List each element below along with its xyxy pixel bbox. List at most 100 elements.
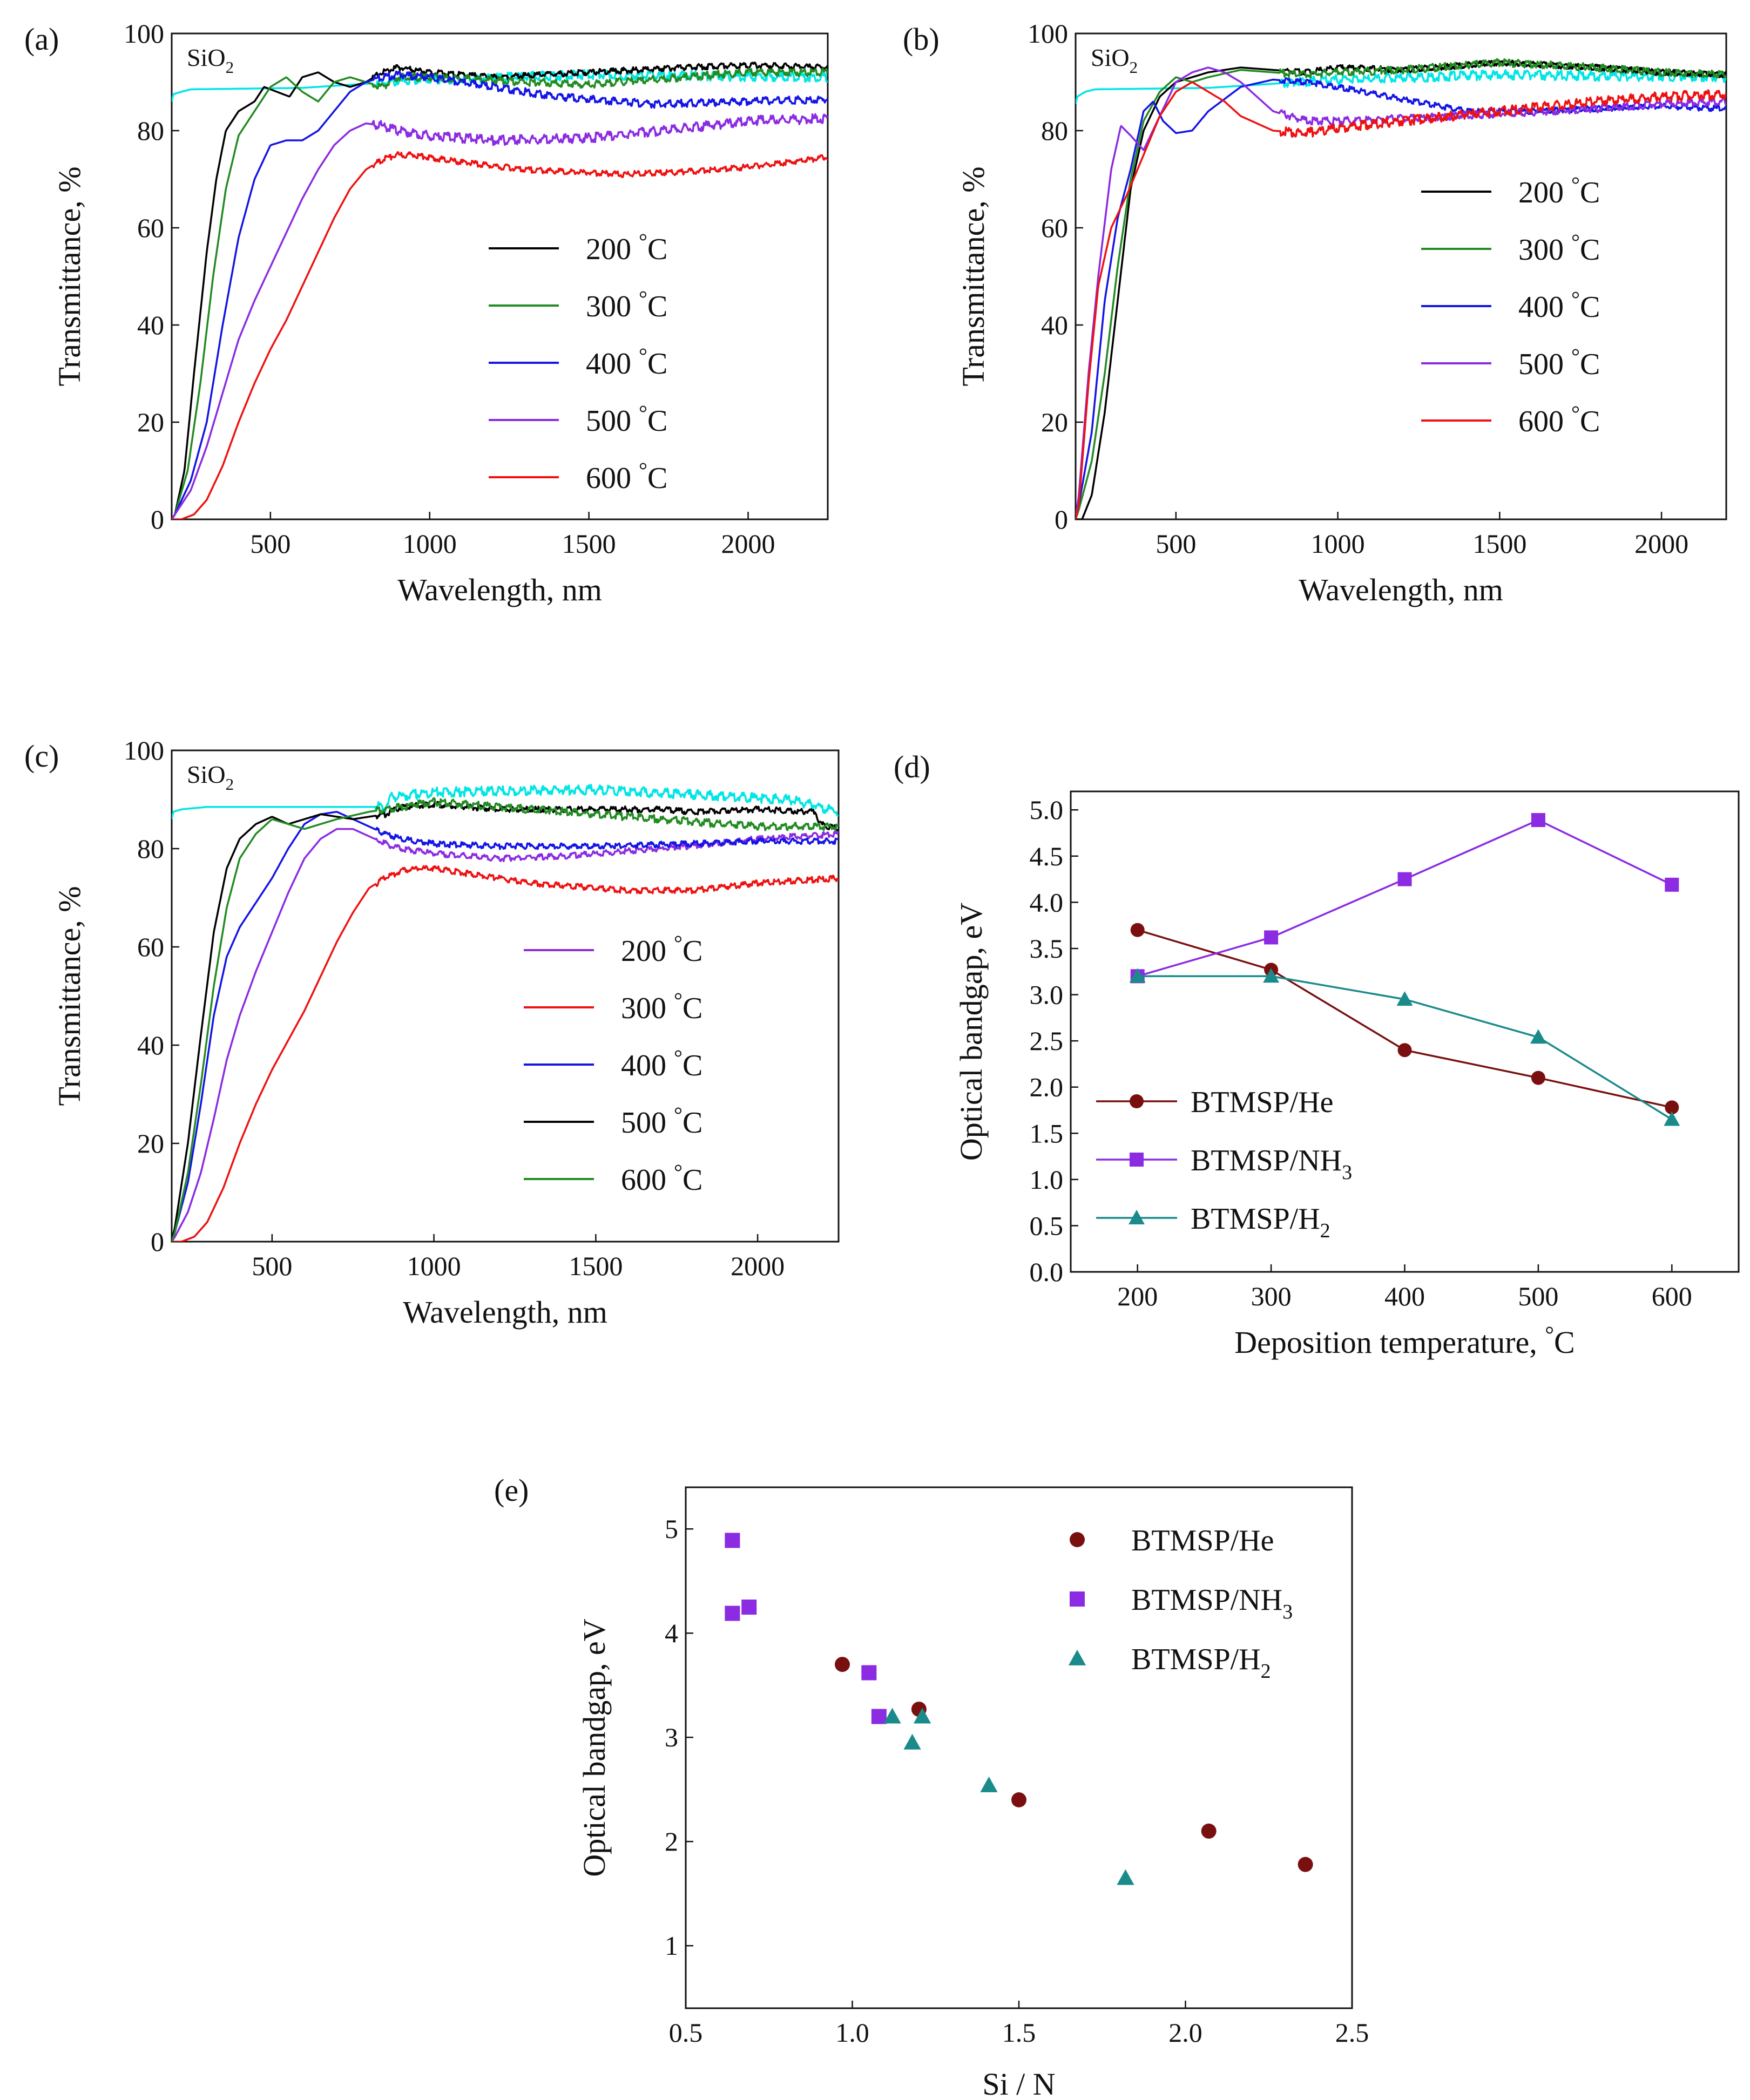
y-tick-label: 100 <box>1028 18 1068 49</box>
x-tick-label: 400 <box>1384 1281 1425 1311</box>
y-tick-label: 20 <box>137 1128 164 1159</box>
legend-label: BTMSP/H2 <box>1131 1643 1271 1683</box>
legend-label-deg: ° <box>1571 401 1580 425</box>
y-axis-title: Transmittance, % <box>956 166 991 386</box>
legend-label: 200 °C <box>1518 172 1600 209</box>
y-tick-label: 40 <box>137 310 164 340</box>
series-line-4 <box>1076 66 1726 519</box>
legend-label-deg: ° <box>639 229 647 253</box>
x-axis-title-pre: Deposition temperature, <box>1234 1325 1545 1360</box>
data-point <box>913 1708 931 1724</box>
legend-label-deg: ° <box>639 458 647 482</box>
panel-d: (d) 200 300 400 500 600 0.0 0.5 1.0 1.5 2.0 2.5 3.0 3… <box>894 749 1740 1360</box>
y-tick-label: 60 <box>137 932 164 962</box>
y-tick-label: 4 <box>665 1618 678 1648</box>
panel-label: (d) <box>894 749 930 784</box>
series-line-4 <box>172 113 828 519</box>
sio2-annotation: SiO2 <box>187 44 234 77</box>
y-tick-label: 20 <box>1041 407 1068 437</box>
legend-label: 500 °C <box>621 1102 702 1140</box>
legend-label-post: C <box>683 934 702 968</box>
legend-label-sub: 3 <box>1282 1601 1293 1623</box>
plot-frame <box>171 749 840 1243</box>
y-tick-label: 5.0 <box>1030 795 1064 825</box>
legend-label-post: C <box>1580 233 1600 267</box>
sio2-annotation-sub: 2 <box>226 58 234 77</box>
legend-label: 600 °C <box>621 1160 702 1197</box>
x-axis-title: Wavelength, nm <box>397 572 602 607</box>
y-tick-label: 2 <box>665 1826 678 1857</box>
legend-label: 600 °C <box>586 458 667 495</box>
x-tick-label: 500 <box>252 1251 292 1281</box>
y-tick-label: 40 <box>137 1030 164 1060</box>
legend-label-deg: ° <box>674 1045 683 1069</box>
legend-marker <box>1070 1532 1085 1547</box>
y-axis-title: Optical bandgap, eV <box>577 1618 612 1877</box>
legend-label-deg: ° <box>1571 287 1580 311</box>
sio2-annotation: SiO2 <box>1091 44 1138 77</box>
legend-marker <box>1129 1210 1145 1224</box>
x-tick-label: 2.0 <box>1168 2017 1202 2048</box>
y-tick-label: 0 <box>151 1227 164 1257</box>
data-point <box>1531 813 1545 828</box>
sio2-annotation-base: SiO <box>1091 44 1130 71</box>
y-tick-label: 5 <box>665 1514 678 1544</box>
legend-label-post: C <box>647 290 667 323</box>
plot-frame <box>1070 790 1740 1273</box>
legend-label: BTMSP/NH3 <box>1131 1583 1293 1623</box>
series-line-sio2 <box>172 784 839 819</box>
y-axis-title: Transmittance, % <box>52 886 87 1106</box>
y-tick-label: 1.5 <box>1030 1118 1064 1148</box>
data-point <box>1264 930 1279 945</box>
legend-label-base: BTMSP/H <box>1131 1643 1261 1676</box>
y-tick-label: 1 <box>665 1930 678 1961</box>
y-tick-label: 80 <box>1041 116 1068 146</box>
legend-label-pre: 400 <box>1518 290 1571 324</box>
legend-label-pre: 600 <box>621 1163 674 1197</box>
data-point <box>1531 1071 1545 1085</box>
x-tick-label: 1.5 <box>1002 2017 1036 2048</box>
legend-label: 200 °C <box>586 229 667 266</box>
legend-label-base: BTMSP/NH <box>1131 1583 1282 1617</box>
x-axis-title: Deposition temperature, °C <box>1234 1323 1575 1360</box>
legend-label-deg: ° <box>1571 229 1580 254</box>
y-tick-label: 2.5 <box>1030 1026 1064 1056</box>
legend-label: 600 °C <box>1518 401 1600 438</box>
legend-label-deg: ° <box>674 1160 683 1184</box>
x-tick-label: 2000 <box>731 1251 785 1281</box>
legend-label-post: C <box>647 347 667 381</box>
y-tick-label: 3 <box>665 1722 678 1752</box>
legend-label: 500 °C <box>586 401 667 438</box>
x-tick-label: 200 <box>1117 1281 1158 1311</box>
data-point <box>1117 1869 1134 1885</box>
y-tick-label: 100 <box>124 18 164 49</box>
series-line-0 <box>1137 929 1672 1109</box>
data-point <box>725 1533 740 1548</box>
x-tick-label: 2000 <box>721 529 775 559</box>
data-point <box>1397 872 1412 886</box>
legend-label: 500 °C <box>1518 344 1600 381</box>
x-tick-label: 500 <box>1518 1281 1558 1311</box>
legend-label-post: C <box>1580 176 1600 209</box>
legend-label-pre: 300 <box>586 290 639 323</box>
legend-label-pre: 500 <box>1518 348 1571 381</box>
series-line-3 <box>172 811 839 1242</box>
legend-label-pre: 200 <box>1518 176 1571 209</box>
legend-label-post: C <box>647 404 667 438</box>
series-line-3 <box>172 70 828 519</box>
legend-label-deg: ° <box>1571 172 1580 197</box>
data-point <box>883 1708 901 1724</box>
legend-label-post: C <box>1580 405 1600 438</box>
x-tick-label: 2000 <box>1634 529 1688 559</box>
plot-frame <box>171 32 829 520</box>
series-line-5 <box>172 797 839 1242</box>
x-axis-title-post: C <box>1554 1325 1575 1360</box>
panel-b: (b) 500 1000 1500 2000 0 20 40 60 80 100 Wavelength… <box>903 18 1727 607</box>
y-tick-label: 3.0 <box>1030 980 1064 1010</box>
sio2-annotation-base: SiO <box>187 44 226 71</box>
panel-c: (c) 500 1000 1500 2000 0 20 40 60 80 100 Wavelength… <box>24 735 840 1330</box>
data-point <box>1664 1111 1680 1126</box>
series-line-sio2 <box>172 69 828 102</box>
data-point <box>1530 1029 1546 1044</box>
